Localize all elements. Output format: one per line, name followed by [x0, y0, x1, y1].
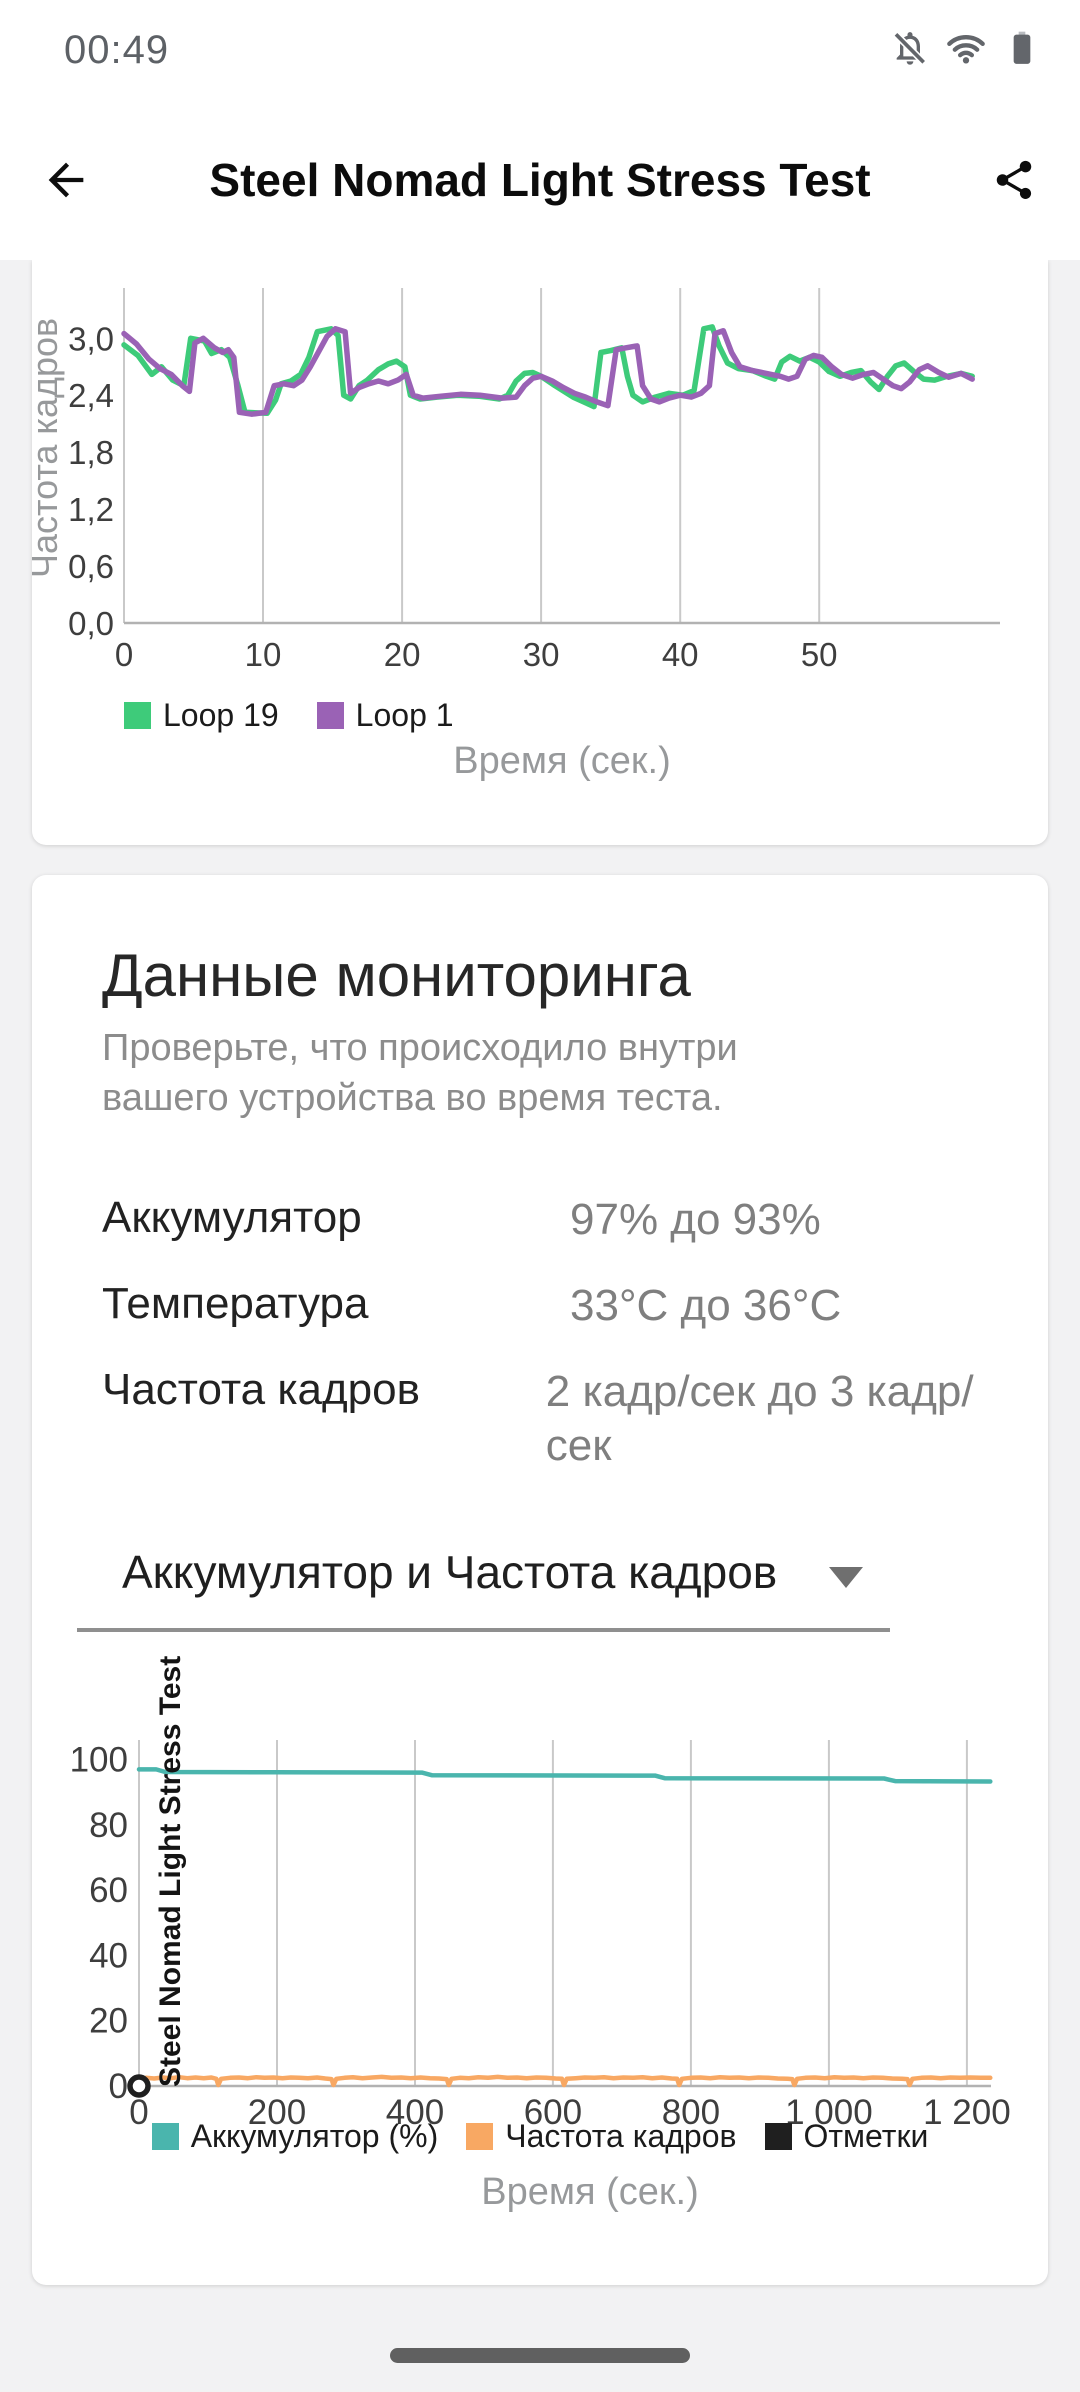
dropdown-underline	[77, 1628, 890, 1632]
legend-swatch	[316, 702, 344, 729]
legend-item: Отметки	[764, 2118, 929, 2155]
clock: 00:49	[64, 27, 170, 72]
back-arrow-icon	[48, 162, 84, 198]
table-row-battery: Аккумулятор 97% до 93%	[102, 1187, 982, 1273]
x-tick-label: 50	[801, 636, 838, 673]
chart-selector-dropdown[interactable]: Аккумулятор и Частота кадров	[77, 1535, 892, 1635]
x-tick-label: 200	[248, 2093, 306, 2132]
table-row-frame-rate: Частота кадров 2 кадр/сек до 3 кадр/сек	[102, 1359, 982, 1473]
legend-label: Аккумулятор (%)	[190, 2118, 439, 2154]
row-label: Температура	[102, 1279, 369, 1328]
wifi-icon	[946, 28, 986, 73]
legend-swatch	[764, 2123, 792, 2150]
app-bar: Steel Nomad Light Stress Test	[0, 100, 1080, 260]
chart1-x-axis-label: Время (сек.)	[453, 740, 671, 782]
y-tick-label: 100	[70, 1741, 128, 1780]
frame-rate-chart: 0 10 20 30 40 50 0,0 0,6 1,2 1,8 2,4 3,0	[68, 288, 1000, 673]
x-tick-label: 30	[523, 636, 560, 673]
x-tick-label: 0	[115, 636, 133, 673]
dropdown-value: Аккумулятор и Частота кадров	[122, 1546, 778, 1598]
chart2-side-label: Steel Nomad Light Stress Test	[154, 1655, 187, 2087]
y-tick-label: 40	[89, 1936, 128, 1975]
page-title: Steel Nomad Light Stress Test	[209, 154, 871, 206]
x-tick-label: 40	[662, 636, 699, 673]
table-row-temperature: Температура 33°C до 36°C	[102, 1273, 982, 1359]
y-tick-label: 1,2	[68, 491, 114, 528]
back-button[interactable]	[34, 148, 98, 212]
legend-item: Аккумулятор (%)	[151, 2118, 439, 2155]
series-line-Аккумулятор (%)	[136, 1767, 993, 1784]
y-tick-label: 0,0	[68, 605, 114, 642]
frame-rate-chart-card: 0 10 20 30 40 50 0,0 0,6 1,2 1,8 2,4 3,0 Частота ка…	[24, 260, 1048, 845]
status-icons	[890, 0, 1042, 100]
chart2-x-axis-label: Время (сек.)	[481, 2171, 699, 2213]
legend-item: Частота кадров	[466, 2118, 737, 2155]
row-value: 97% до 93%	[570, 1195, 821, 1244]
chart2-legend: Аккумулятор (%) Частота кадров Отметки	[32, 2118, 1048, 2155]
row-label: Частота кадров	[102, 1365, 420, 1414]
legend-swatch	[124, 702, 151, 729]
y-tick-label: 3,0	[68, 320, 114, 357]
chevron-down-icon	[829, 1567, 863, 1588]
status-bar: 00:49	[0, 0, 1080, 100]
row-value: 33°C до 36°C	[570, 1281, 842, 1330]
y-tick-label: 80	[89, 1806, 128, 1845]
legend-item: Loop 19	[124, 697, 279, 734]
monitoring-card: Данные мониторинга Проверьте, что происх…	[32, 875, 1048, 2285]
monitoring-heading: Данные мониторинга	[102, 942, 691, 1009]
share-button[interactable]	[982, 148, 1046, 212]
x-tick-label: 20	[384, 636, 421, 673]
share-icon	[996, 160, 1032, 200]
x-tick-label: 10	[245, 636, 282, 673]
series-line-Частота кадров	[136, 2074, 993, 2088]
x-tick-label: 800	[662, 2093, 720, 2132]
legend-swatch	[466, 2123, 494, 2150]
monitoring-description: Проверьте, что происходило внутри вашего…	[102, 1027, 738, 1119]
y-tick-label: 60	[89, 1871, 128, 1910]
y-tick-label: 1,8	[68, 434, 114, 471]
y-tick-label: 0,6	[68, 548, 114, 585]
marker-point	[127, 2074, 151, 2098]
chart1-y-axis-label: Частота кадров	[24, 317, 65, 578]
monitoring-table: Аккумулятор 97% до 93% Температура 33°C …	[102, 1187, 982, 1473]
x-tick-label: 0	[129, 2093, 148, 2132]
y-tick-label: 0	[109, 2067, 128, 2106]
notifications-off-icon	[890, 28, 930, 73]
x-tick-label: 600	[524, 2093, 582, 2132]
legend-item: Loop 1	[316, 697, 454, 734]
x-tick-label: 1 200	[923, 2093, 1011, 2132]
row-label: Аккумулятор	[102, 1193, 362, 1242]
y-tick-label: 2,4	[68, 377, 114, 414]
legend-label: Loop 19	[163, 697, 279, 733]
row-value: 2 кадр/сек до 3 кадр/сек	[545, 1367, 974, 1470]
legend-label: Loop 1	[355, 697, 454, 733]
y-tick-label: 20	[89, 2002, 128, 2041]
gesture-navigation-bar[interactable]	[390, 2348, 690, 2363]
legend-label: Отметки	[803, 2118, 929, 2154]
legend-swatch	[151, 2123, 179, 2150]
x-tick-label: 400	[386, 2093, 444, 2132]
series-line-Loop 19	[121, 324, 975, 417]
chart1-legend: Loop 19 Loop 1	[124, 697, 454, 734]
legend-label: Частота кадров	[505, 2118, 737, 2154]
x-tick-label: 1 000	[785, 2093, 873, 2132]
series-line-Loop 1	[121, 326, 975, 417]
monitoring-chart: 0 200 400 600 800 1 000 1 200 0 20 40 60 80 100	[70, 1740, 1011, 2132]
battery-icon	[1002, 28, 1042, 73]
